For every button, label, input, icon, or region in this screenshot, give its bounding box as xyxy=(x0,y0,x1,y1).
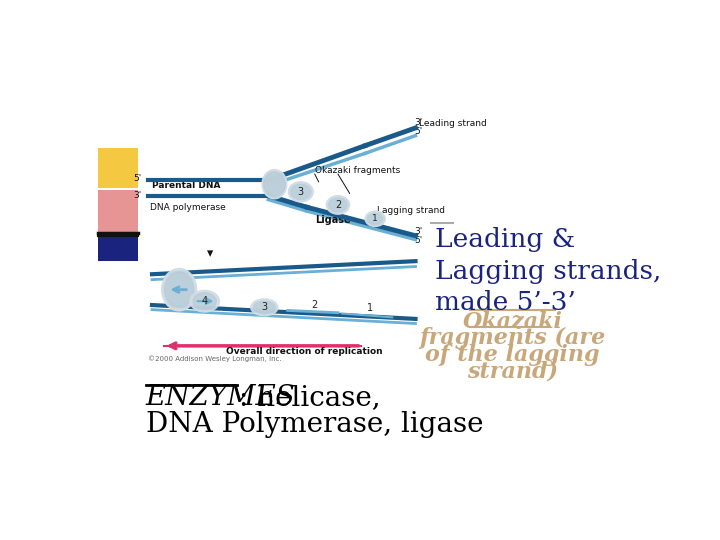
Text: 1: 1 xyxy=(372,214,378,224)
Text: ENZYMES: ENZYMES xyxy=(145,384,295,411)
Text: 3': 3' xyxy=(133,191,141,200)
Text: 5': 5' xyxy=(133,174,141,183)
Text: fragments (are: fragments (are xyxy=(419,327,606,349)
Text: 3': 3' xyxy=(414,227,422,236)
Text: : helicase,: : helicase, xyxy=(239,384,380,411)
Text: ▾: ▾ xyxy=(207,247,213,260)
Text: of the lagging: of the lagging xyxy=(425,343,600,366)
Ellipse shape xyxy=(365,211,385,226)
Ellipse shape xyxy=(289,182,313,202)
Text: 3': 3' xyxy=(414,118,422,127)
Text: Okazaki fragments: Okazaki fragments xyxy=(315,166,400,174)
Text: Leading strand: Leading strand xyxy=(419,119,487,129)
Bar xyxy=(98,190,138,233)
Ellipse shape xyxy=(253,301,275,314)
Ellipse shape xyxy=(367,213,383,224)
Text: 2: 2 xyxy=(311,300,317,310)
Text: Ligase: Ligase xyxy=(315,215,351,225)
Text: Okazaki: Okazaki xyxy=(462,309,562,332)
Ellipse shape xyxy=(326,195,350,214)
Text: 5': 5' xyxy=(414,237,422,246)
Ellipse shape xyxy=(262,170,287,199)
Bar xyxy=(98,233,138,261)
Ellipse shape xyxy=(162,268,197,311)
Text: 3: 3 xyxy=(298,187,304,197)
Text: Leading &
Lagging strands,
made 5’-3’: Leading & Lagging strands, made 5’-3’ xyxy=(435,226,661,315)
Ellipse shape xyxy=(329,198,347,212)
Text: Overall direction of replication: Overall direction of replication xyxy=(225,347,382,355)
Text: 5': 5' xyxy=(414,127,422,136)
Bar xyxy=(98,148,138,188)
Text: Parental DNA: Parental DNA xyxy=(152,181,220,190)
Text: Lagging strand: Lagging strand xyxy=(377,206,445,214)
Text: DNA polymerase: DNA polymerase xyxy=(150,202,226,212)
Text: ©2000 Addison Wesley Longman, Inc.: ©2000 Addison Wesley Longman, Inc. xyxy=(148,355,282,362)
Ellipse shape xyxy=(264,172,285,197)
Text: 2: 2 xyxy=(335,200,341,210)
Text: DNA Polymerase, ligase: DNA Polymerase, ligase xyxy=(145,411,483,438)
Ellipse shape xyxy=(291,184,311,200)
Ellipse shape xyxy=(251,299,278,316)
Text: 1: 1 xyxy=(367,303,374,313)
Text: strand): strand) xyxy=(467,361,558,382)
Ellipse shape xyxy=(193,293,216,309)
Ellipse shape xyxy=(164,272,194,307)
Ellipse shape xyxy=(190,291,220,312)
Text: 3: 3 xyxy=(261,302,267,312)
Text: 4: 4 xyxy=(202,296,208,306)
